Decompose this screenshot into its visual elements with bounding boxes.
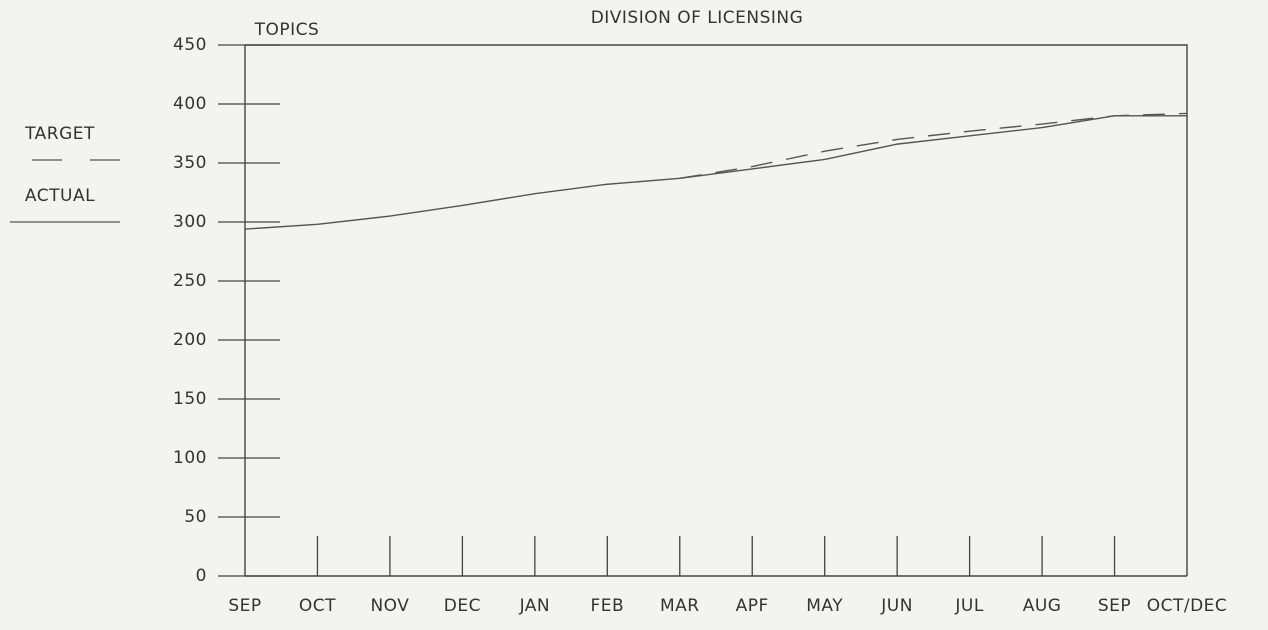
y-tick-label: 50 [184, 507, 207, 527]
x-tick-label: JUL [954, 596, 983, 616]
x-tick-label: OCT/DEC [1147, 596, 1228, 616]
y-tick-label: 300 [173, 212, 207, 232]
y-axis-label: TOPICS [254, 20, 320, 40]
x-tick-label: SEP [1098, 596, 1131, 616]
legend-label: ACTUAL [25, 186, 95, 206]
x-tick-label: JUN [880, 596, 913, 616]
line-series [679, 112, 1188, 180]
x-tick-label: SEP [228, 596, 261, 616]
x-tick-label: JAN [519, 596, 551, 616]
x-tick-label: OCT [299, 596, 336, 616]
x-tick-label: FEB [590, 596, 624, 616]
y-tick-label: 250 [173, 271, 207, 291]
x-tick-label: NOV [370, 596, 409, 616]
y-tick-label: 200 [173, 330, 207, 350]
x-tick-label: DEC [444, 596, 481, 616]
legend-label: TARGET [24, 124, 95, 144]
x-tick-label: MAR [660, 596, 700, 616]
y-tick-label: 0 [196, 566, 207, 586]
chart-title: DIVISION OF LICENSING [591, 8, 804, 28]
y-tick-label: 100 [173, 448, 207, 468]
x-tick-label: AUG [1023, 596, 1062, 616]
y-tick-label: 350 [173, 153, 207, 173]
y-tick-label: 450 [173, 35, 207, 55]
line-series [244, 115, 1187, 230]
plot-frame [245, 44, 1188, 576]
x-tick-label: MAY [806, 596, 843, 616]
x-tick-label: APF [736, 596, 769, 616]
y-tick-label: 400 [173, 94, 207, 114]
y-tick-label: 150 [173, 389, 207, 409]
